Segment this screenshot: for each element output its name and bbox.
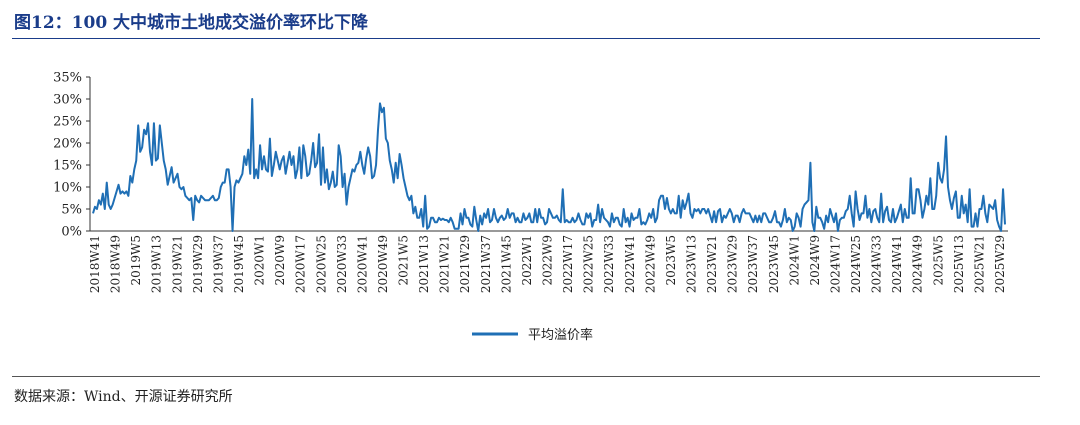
x-tick-label: 2021W5: [397, 235, 411, 286]
y-tick-label: 5%: [61, 203, 82, 218]
x-tick-label: 2022W1: [520, 235, 534, 286]
legend-label: 平均溢价率: [528, 327, 593, 343]
legend: 平均溢价率: [472, 327, 593, 343]
x-tick-label: 2024W1: [787, 235, 801, 286]
series-line: [92, 98, 1006, 232]
x-tick-label: 2021W37: [479, 235, 493, 293]
x-tick-label: 2020W1: [253, 235, 267, 286]
x-tick-label: 2020W49: [376, 235, 390, 293]
x-axis-ticks: 2018W41 2018W49 2019W5 2019W13 2019W21 2019W2…: [88, 235, 1007, 293]
x-tick-label: 2020W41: [355, 235, 369, 293]
x-tick-label: 2023W45: [767, 235, 781, 293]
x-tick-label: 2024W33: [870, 235, 884, 293]
x-tick-label: 2024W25: [849, 235, 863, 293]
x-tick-label: 2019W37: [211, 235, 225, 293]
x-tick-label: 2021W13: [417, 235, 431, 293]
x-tick-label: 2022W17: [561, 235, 575, 293]
x-tick-label: 2022W33: [602, 235, 616, 293]
y-tick-label: 0%: [61, 225, 82, 240]
x-tick-label: 2020W9: [273, 235, 287, 286]
x-tick-label: 2023W21: [705, 235, 719, 293]
x-tick-label: 2018W49: [109, 235, 123, 293]
x-tick-label: 2025W21: [972, 235, 986, 293]
title-divider: [12, 38, 1040, 39]
y-tick-label: 30%: [53, 93, 82, 108]
x-tick-label: 2024W9: [808, 235, 822, 286]
x-tick-label: 2024W17: [828, 235, 842, 293]
x-tick-label: 2018W41: [88, 235, 102, 293]
plot-area: [92, 98, 1006, 232]
chart-title: 图12：100 大中城市土地成交溢价率环比下降: [14, 13, 369, 33]
x-tick-label: 2022W41: [623, 235, 637, 293]
x-tick-label: 2025W29: [993, 235, 1007, 293]
x-tick-label: 2023W37: [746, 235, 760, 293]
x-tick-label: 2019W5: [129, 235, 143, 286]
x-tick-label: 2019W45: [232, 235, 246, 293]
chart-axes: [89, 77, 1008, 232]
x-tick-label: 2023W29: [726, 235, 740, 293]
x-tick-label: 2021W29: [458, 235, 472, 293]
x-tick-label: 2024W41: [890, 235, 904, 293]
y-tick-label: 35%: [53, 71, 82, 86]
x-tick-label: 2020W25: [314, 235, 328, 293]
x-tick-label: 2021W45: [499, 235, 513, 293]
x-tick-label: 2020W17: [294, 235, 308, 293]
x-tick-label: 2021W21: [438, 235, 452, 293]
x-tick-label: 2025W5: [931, 235, 945, 286]
y-axis-ticks: 0% 5% 10% 15% 20% 25% 30% 35%: [53, 71, 90, 240]
y-tick-label: 25%: [53, 115, 82, 130]
x-tick-label: 2020W33: [335, 235, 349, 293]
x-tick-label: 2025W13: [952, 235, 966, 293]
y-tick-label: 15%: [53, 159, 82, 174]
y-tick-label: 10%: [53, 181, 82, 196]
x-tick-label: 2022W49: [643, 235, 657, 293]
x-tick-label: 2023W5: [664, 235, 678, 286]
x-tick-label: 2022W25: [582, 235, 596, 293]
data-source-note: 数据来源：Wind、开源证券研究所: [14, 389, 233, 405]
x-tick-label: 2019W13: [150, 235, 164, 293]
x-tick-label: 2019W29: [191, 235, 205, 293]
x-tick-label: 2019W21: [170, 235, 184, 293]
y-tick-label: 20%: [53, 137, 82, 152]
x-tick-label: 2024W49: [911, 235, 925, 293]
x-tick-label: 2022W9: [541, 235, 555, 286]
x-tick-label: 2023W13: [684, 235, 698, 293]
footer-divider: [12, 376, 1040, 377]
